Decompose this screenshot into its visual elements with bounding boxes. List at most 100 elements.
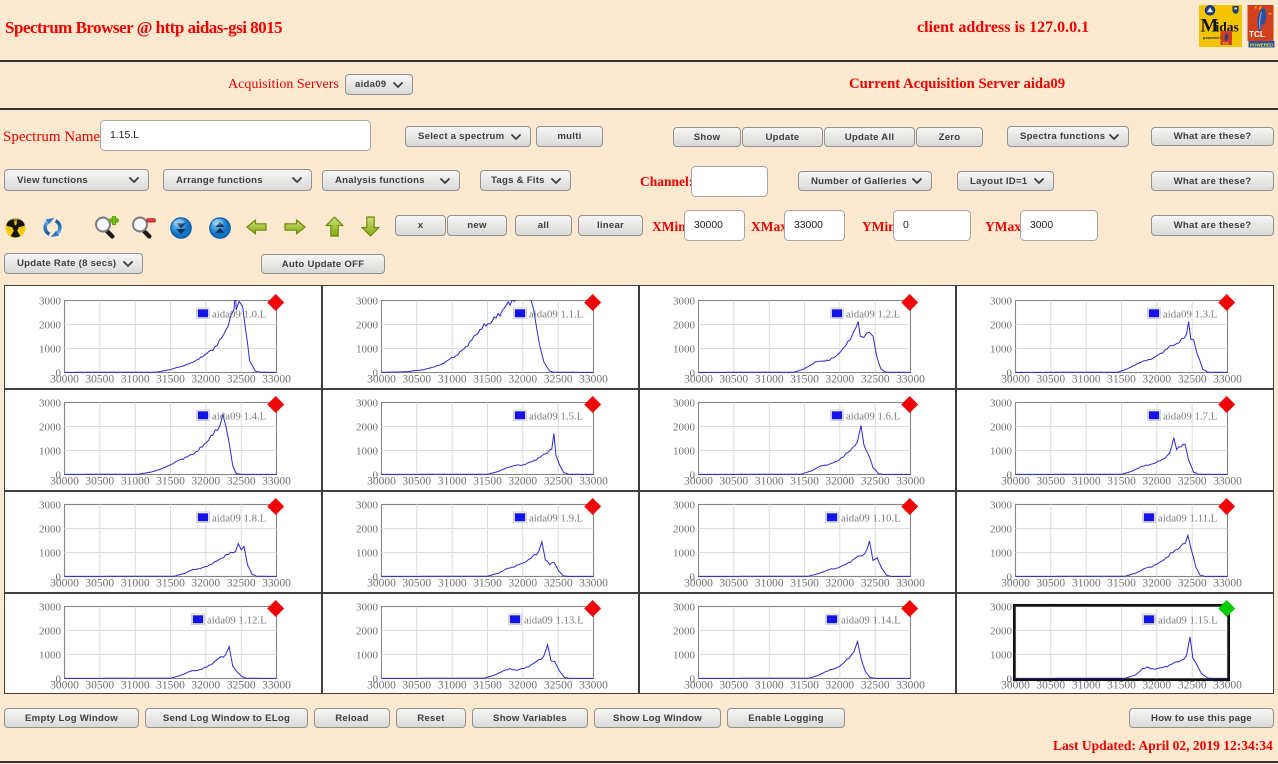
svg-text:idas: idas [1216, 20, 1239, 35]
svg-text:2000: 2000 [39, 524, 62, 536]
svg-text:aida09 1.4.L: aida09 1.4.L [212, 411, 266, 423]
svg-text:32500: 32500 [861, 476, 890, 488]
svg-text:31500: 31500 [473, 680, 502, 692]
svg-text:32000: 32000 [825, 374, 854, 386]
svg-text:30500: 30500 [85, 476, 114, 488]
svg-text:32000: 32000 [825, 476, 854, 488]
svg-text:TCL: TCL [1249, 30, 1265, 39]
svg-text:0: 0 [56, 470, 62, 482]
svg-text:30000: 30000 [684, 476, 713, 488]
svg-text:0: 0 [690, 572, 696, 584]
svg-text:32500: 32500 [227, 680, 256, 692]
svg-text:32500: 32500 [1178, 680, 1207, 692]
svg-text:31000: 31000 [1072, 680, 1101, 692]
svg-text:33000: 33000 [896, 476, 925, 488]
svg-text:3000: 3000 [990, 602, 1013, 614]
svg-text:2000: 2000 [356, 422, 379, 434]
svg-text:30000: 30000 [367, 578, 396, 590]
svg-text:3000: 3000 [39, 398, 62, 410]
svg-text:31500: 31500 [473, 578, 502, 590]
svg-text:31500: 31500 [790, 476, 819, 488]
svg-text:32500: 32500 [227, 374, 256, 386]
svg-text:31500: 31500 [1107, 374, 1136, 386]
svg-text:0: 0 [1007, 470, 1013, 482]
svg-text:aida09 1.9.L: aida09 1.9.L [529, 513, 583, 525]
svg-text:33000: 33000 [579, 680, 608, 692]
svg-text:31000: 31000 [1072, 578, 1101, 590]
svg-text:aida09 1.6.L: aida09 1.6.L [846, 411, 900, 423]
svg-text:30000: 30000 [684, 680, 713, 692]
svg-text:2000: 2000 [990, 320, 1013, 332]
svg-text:3000: 3000 [356, 602, 379, 614]
svg-text:32000: 32000 [508, 374, 537, 386]
svg-text:31000: 31000 [1072, 374, 1101, 386]
svg-text:1000: 1000 [990, 650, 1013, 662]
svg-text:31500: 31500 [790, 680, 819, 692]
svg-text:33000: 33000 [896, 680, 925, 692]
svg-text:30000: 30000 [367, 374, 396, 386]
svg-text:0: 0 [56, 368, 62, 380]
svg-text:3000: 3000 [39, 296, 62, 308]
svg-text:aida09 1.12.L: aida09 1.12.L [207, 615, 267, 627]
svg-text:31000: 31000 [438, 374, 467, 386]
svg-text:33000: 33000 [1213, 374, 1242, 386]
svg-text:30000: 30000 [1001, 578, 1030, 590]
svg-text:32500: 32500 [227, 578, 256, 590]
svg-text:1000: 1000 [39, 650, 62, 662]
svg-text:1000: 1000 [990, 446, 1013, 458]
svg-text:1000: 1000 [39, 548, 62, 560]
svg-text:32500: 32500 [227, 476, 256, 488]
svg-text:30000: 30000 [1001, 476, 1030, 488]
svg-text:32000: 32000 [191, 476, 220, 488]
svg-text:3000: 3000 [673, 296, 696, 308]
svg-text:31500: 31500 [156, 578, 185, 590]
svg-text:30500: 30500 [719, 374, 748, 386]
svg-text:3000: 3000 [990, 500, 1013, 512]
svg-text:1000: 1000 [673, 446, 696, 458]
svg-text:33000: 33000 [262, 680, 291, 692]
svg-text:2000: 2000 [673, 626, 696, 638]
svg-text:2000: 2000 [990, 626, 1013, 638]
svg-text:0: 0 [56, 572, 62, 584]
svg-text:3000: 3000 [356, 296, 379, 308]
svg-text:30000: 30000 [50, 374, 79, 386]
svg-text:31000: 31000 [121, 374, 150, 386]
svg-text:33000: 33000 [579, 476, 608, 488]
svg-text:30000: 30000 [50, 476, 79, 488]
svg-text:33000: 33000 [262, 476, 291, 488]
svg-text:33000: 33000 [1213, 578, 1242, 590]
svg-text:3000: 3000 [39, 602, 62, 614]
svg-text:30500: 30500 [402, 374, 431, 386]
svg-text:31500: 31500 [473, 476, 502, 488]
svg-text:0: 0 [690, 470, 696, 482]
svg-text:32500: 32500 [861, 374, 890, 386]
svg-text:30000: 30000 [367, 476, 396, 488]
svg-text:32000: 32000 [191, 578, 220, 590]
svg-text:aida09 1.15.L: aida09 1.15.L [1158, 615, 1218, 627]
svg-text:30500: 30500 [402, 680, 431, 692]
svg-text:31500: 31500 [1107, 578, 1136, 590]
svg-text:30500: 30500 [402, 578, 431, 590]
svg-text:2000: 2000 [356, 626, 379, 638]
svg-text:32500: 32500 [1178, 476, 1207, 488]
svg-text:33000: 33000 [896, 374, 925, 386]
svg-text:30500: 30500 [1036, 476, 1065, 488]
svg-text:0: 0 [373, 674, 379, 686]
svg-text:33000: 33000 [262, 374, 291, 386]
svg-text:33000: 33000 [579, 578, 608, 590]
svg-text:31000: 31000 [755, 578, 784, 590]
svg-text:2000: 2000 [990, 422, 1013, 434]
svg-text:32000: 32000 [1142, 578, 1171, 590]
svg-text:32000: 32000 [508, 680, 537, 692]
svg-text:32000: 32000 [1142, 374, 1171, 386]
svg-text:1000: 1000 [39, 446, 62, 458]
svg-text:33000: 33000 [262, 578, 291, 590]
svg-text:31000: 31000 [1072, 476, 1101, 488]
svg-text:31000: 31000 [438, 578, 467, 590]
svg-text:31500: 31500 [156, 374, 185, 386]
svg-text:30500: 30500 [1036, 680, 1065, 692]
svg-text:32500: 32500 [544, 476, 573, 488]
svg-text:30000: 30000 [1001, 374, 1030, 386]
svg-text:2000: 2000 [39, 626, 62, 638]
svg-text:31500: 31500 [790, 374, 819, 386]
